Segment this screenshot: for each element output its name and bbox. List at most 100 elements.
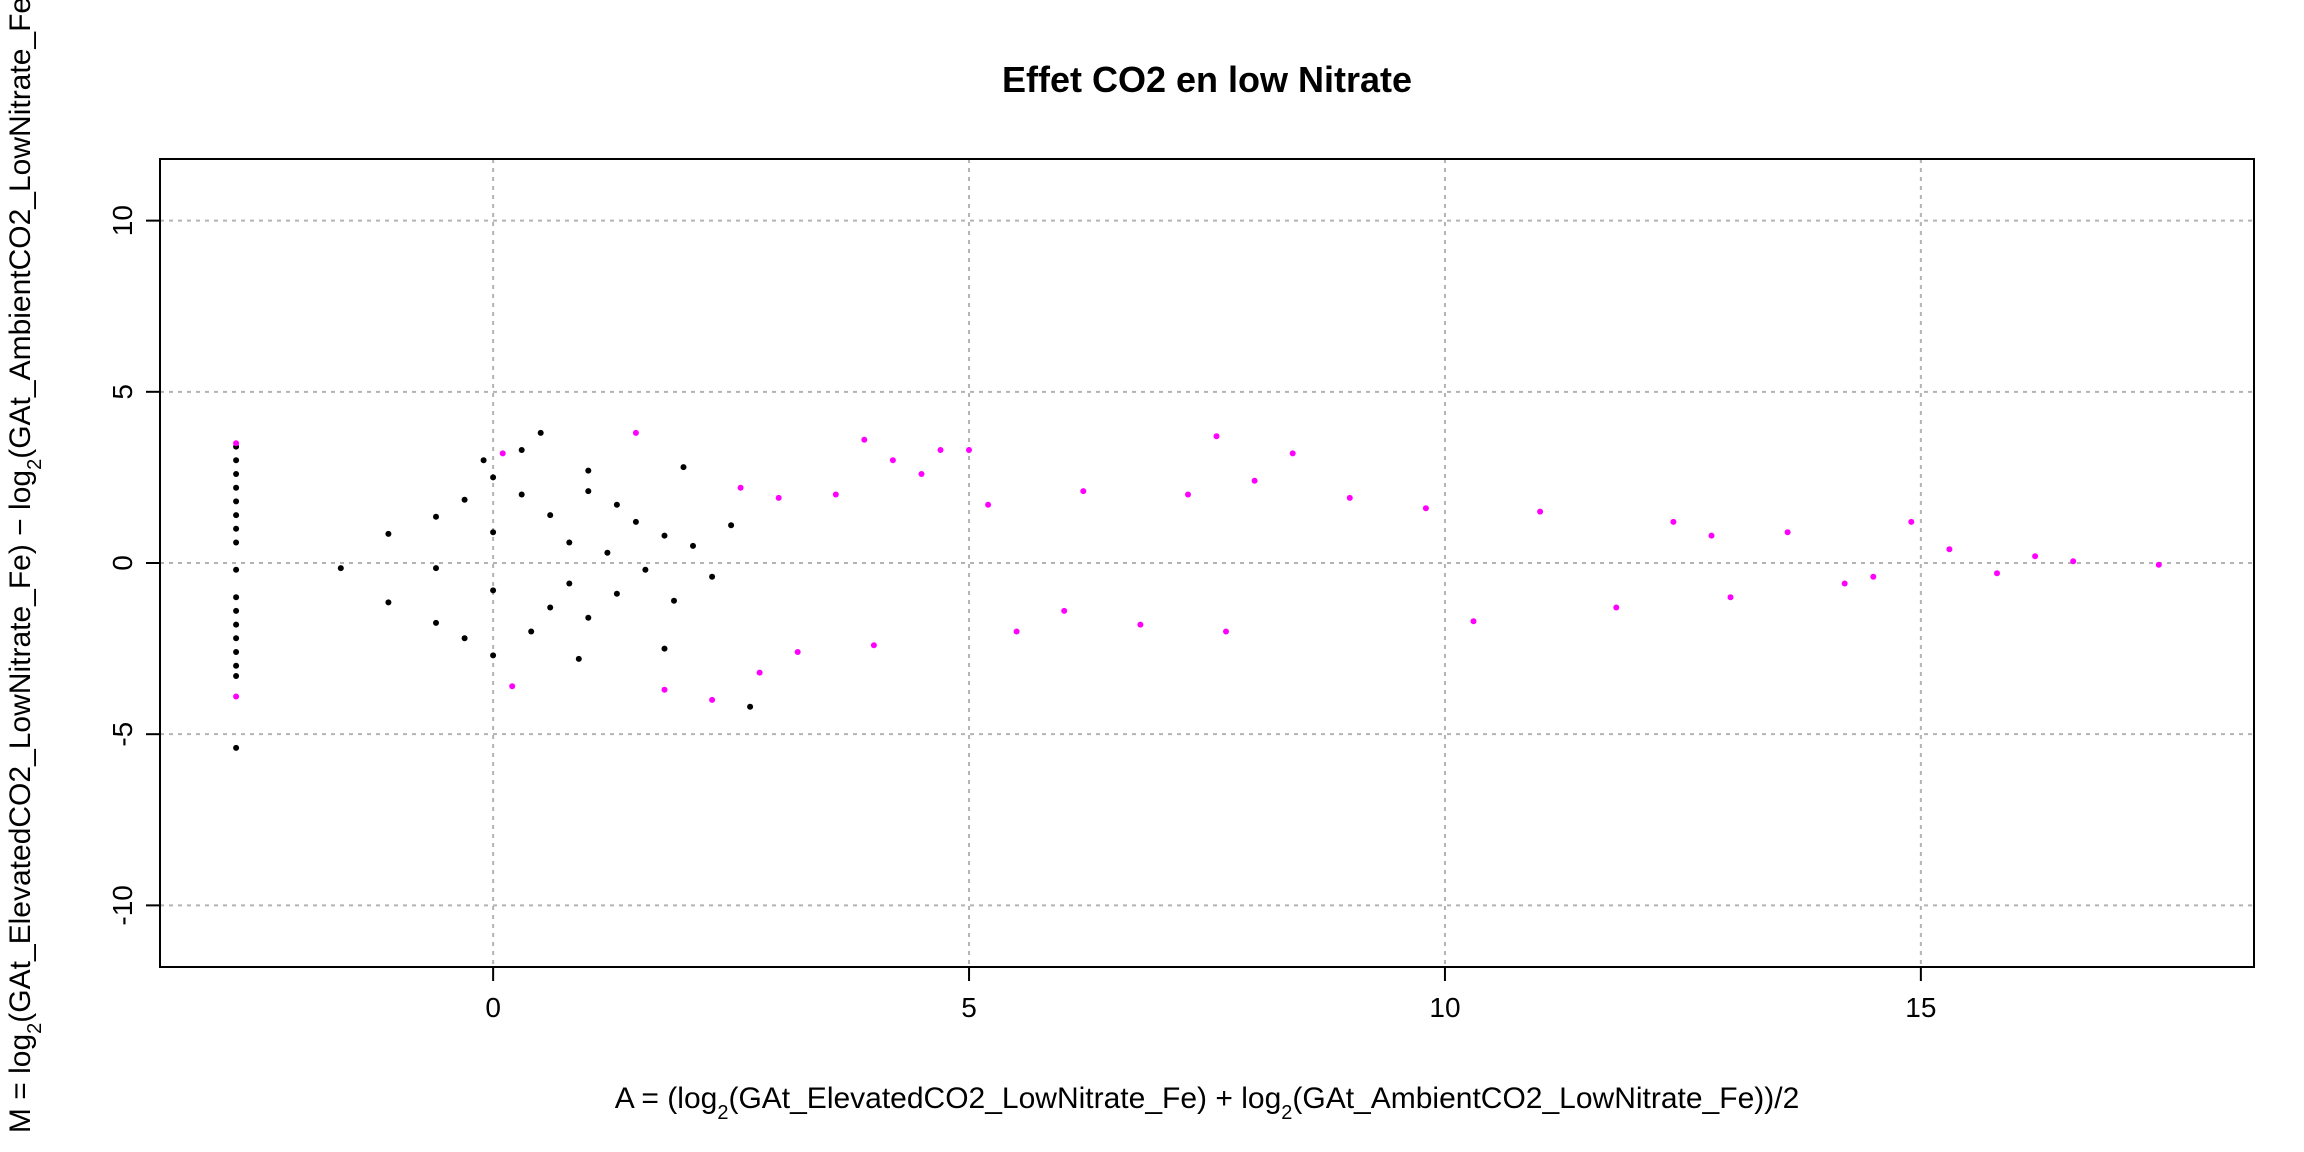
x-tick-label: 15 xyxy=(1905,992,1936,1023)
data-point xyxy=(1784,529,1791,536)
y-tick-label: -10 xyxy=(107,885,138,925)
data-point xyxy=(966,447,972,453)
data-point xyxy=(233,457,240,464)
data-point xyxy=(1670,518,1677,525)
data-point xyxy=(1841,580,1848,587)
data-point xyxy=(1213,433,1220,440)
data-point xyxy=(1422,505,1429,512)
data-point xyxy=(233,744,240,751)
data-point xyxy=(737,484,744,491)
data-point xyxy=(233,498,240,505)
data-point xyxy=(1346,494,1353,501)
data-point xyxy=(585,467,592,474)
grid xyxy=(160,159,2254,967)
data-point xyxy=(1289,450,1296,457)
scatter-points xyxy=(233,429,2162,751)
data-point xyxy=(937,447,944,453)
x-tick-label: 5 xyxy=(961,992,977,1023)
data-point xyxy=(537,429,544,436)
data-point xyxy=(433,513,439,520)
data-point xyxy=(233,662,240,669)
data-point xyxy=(233,607,240,614)
data-point xyxy=(604,549,611,556)
data-point xyxy=(233,525,240,532)
data-point xyxy=(709,573,716,580)
y-axis: -10 -5 0 5 10 xyxy=(107,205,160,926)
data-point xyxy=(566,539,573,546)
data-point xyxy=(2070,558,2077,565)
y-axis-label: M = log2(GAt_ElevatedCO2_LowNitrate_Fe) … xyxy=(4,0,46,1133)
data-point xyxy=(1137,621,1144,628)
data-point xyxy=(1061,607,1068,614)
data-point xyxy=(233,471,240,477)
data-point xyxy=(509,683,516,690)
y-tick-label: 5 xyxy=(107,384,138,400)
data-point xyxy=(613,501,620,508)
x-tick-label: 0 xyxy=(485,992,501,1023)
chart-title: Effet CO2 en low Nitrate xyxy=(1002,59,1412,100)
data-point xyxy=(613,590,620,597)
data-point xyxy=(661,645,668,652)
y-tick-label: 0 xyxy=(107,555,138,571)
data-point xyxy=(233,440,240,447)
data-point xyxy=(233,673,240,679)
data-point xyxy=(461,496,468,503)
data-point xyxy=(233,594,240,601)
data-point xyxy=(985,501,992,508)
data-point xyxy=(1994,570,2000,577)
x-tick-label: 10 xyxy=(1429,992,1460,1023)
data-point xyxy=(918,471,925,477)
data-point xyxy=(680,464,687,471)
data-point xyxy=(1613,604,1620,611)
data-point xyxy=(642,566,649,573)
data-point xyxy=(385,599,392,606)
data-point xyxy=(490,474,497,481)
y-tick-label: 10 xyxy=(107,205,138,236)
y-tick-label: -5 xyxy=(107,722,138,747)
data-point xyxy=(747,703,754,710)
data-point xyxy=(499,450,506,457)
data-point xyxy=(233,512,240,519)
data-point xyxy=(490,587,497,594)
data-point xyxy=(632,429,639,436)
data-point xyxy=(566,580,573,587)
data-point xyxy=(547,512,554,519)
data-point xyxy=(861,436,868,443)
data-point xyxy=(433,565,439,572)
data-point xyxy=(585,614,592,621)
data-point xyxy=(671,597,677,604)
data-point xyxy=(756,669,763,676)
data-point xyxy=(2032,553,2039,560)
data-point xyxy=(661,686,668,693)
data-point xyxy=(385,530,392,537)
data-point xyxy=(661,532,668,539)
data-point xyxy=(233,539,240,546)
data-point xyxy=(585,488,592,495)
data-point xyxy=(870,642,877,649)
data-point xyxy=(233,635,240,642)
data-point xyxy=(337,565,344,572)
data-point xyxy=(528,628,535,635)
data-point xyxy=(1727,594,1734,601)
data-point xyxy=(575,655,582,662)
data-point xyxy=(1908,518,1915,525)
data-point xyxy=(832,491,839,498)
data-point xyxy=(775,494,782,501)
data-point xyxy=(518,447,525,453)
data-point xyxy=(233,693,240,700)
data-point xyxy=(728,522,735,529)
data-point xyxy=(490,529,497,536)
data-point xyxy=(709,696,716,703)
data-point xyxy=(1470,618,1477,625)
data-point xyxy=(2155,561,2162,568)
data-point xyxy=(233,621,240,628)
data-point xyxy=(1013,628,1020,635)
data-point xyxy=(1185,491,1191,498)
data-point xyxy=(1251,477,1258,484)
data-point xyxy=(794,649,801,655)
data-point xyxy=(889,457,896,464)
data-point xyxy=(233,484,240,491)
data-point xyxy=(433,619,439,626)
x-axis-label: A = (log2(GAt_ElevatedCO2_LowNitrate_Fe)… xyxy=(615,1082,1800,1124)
data-point xyxy=(233,566,240,573)
